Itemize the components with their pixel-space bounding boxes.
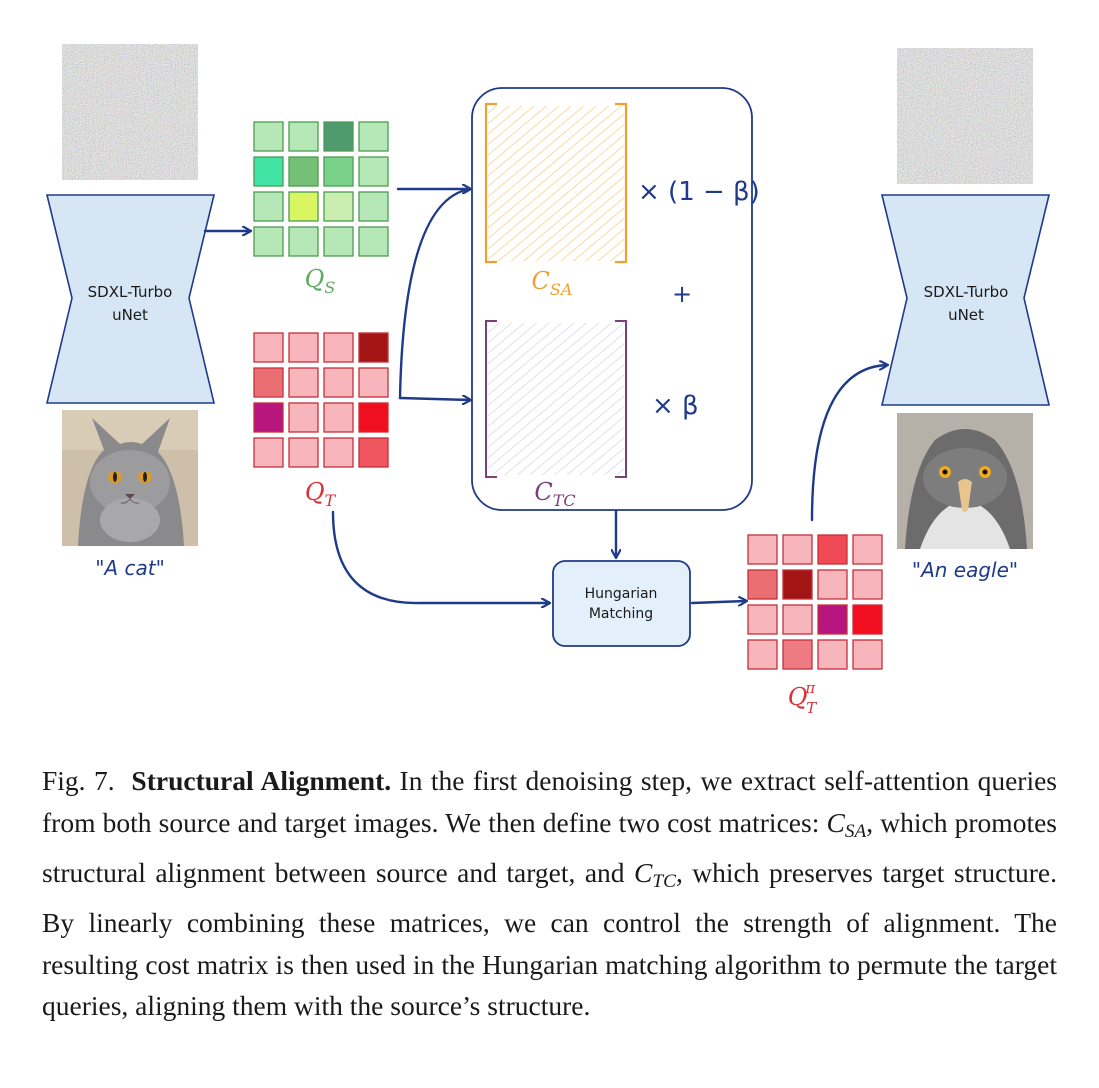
plus-sign: + <box>672 280 692 308</box>
grid-cell <box>852 639 883 670</box>
c-sa-matrix <box>484 102 628 264</box>
caption-part2: , which promotes structural alignment be… <box>42 806 1058 888</box>
grid-cell <box>817 604 848 635</box>
figure-caption: Fig. 7. Structural Alignment. In the fir… <box>42 760 1057 1027</box>
caption-part1: In the first denoising step, we extract … <box>42 765 1058 838</box>
grid-cell <box>288 156 319 187</box>
source-prompt: "A cat" <box>95 556 165 580</box>
grid-cell <box>288 226 319 257</box>
target-prompt: "An eagle" <box>912 558 1018 582</box>
grid-cell <box>288 402 319 433</box>
cat-image <box>62 410 198 546</box>
grid-cell <box>358 191 389 222</box>
grid-cell <box>747 569 778 600</box>
beta-multiplier: × β <box>652 391 699 421</box>
grid-cell <box>358 156 389 187</box>
grid-cell <box>323 226 354 257</box>
source-unet-block: SDXL-Turbo uNet <box>45 194 216 404</box>
target-unet-label-line2: uNet <box>948 306 984 324</box>
grid-cell <box>253 191 284 222</box>
grid-cell <box>852 604 883 635</box>
grid-cell <box>782 569 813 600</box>
grid-cell <box>358 226 389 257</box>
grid-cell <box>323 402 354 433</box>
hungarian-label-line2: Matching <box>589 606 653 622</box>
grid-cell <box>782 534 813 565</box>
grid-cell <box>747 534 778 565</box>
grid-cell <box>288 367 319 398</box>
arrow-qt-to-hungarian <box>331 510 549 603</box>
q-t-label: QT <box>305 478 337 510</box>
grid-cell <box>358 121 389 152</box>
source-unet-label-line2: uNet <box>112 306 148 324</box>
q-t-pi-grid <box>747 534 883 670</box>
hungarian-label-line1: Hungarian <box>585 586 658 602</box>
source-unet-label-line1: SDXL-Turbo <box>88 283 173 301</box>
grid-cell <box>782 604 813 635</box>
grid-cell <box>747 639 778 670</box>
grid-cell <box>253 156 284 187</box>
q-s-label: QS <box>305 265 336 297</box>
grid-cell <box>323 332 354 363</box>
arrow-qt-to-csa <box>398 187 472 400</box>
grid-cell <box>358 367 389 398</box>
cost-matrix-container <box>471 87 753 511</box>
target-unet-label-line1: SDXL-Turbo <box>924 283 1009 301</box>
q-t-grid <box>253 332 389 468</box>
grid-cell <box>253 437 284 468</box>
arrow-qt-to-ctc <box>398 398 470 400</box>
structural-alignment-figure: SDXL-Turbo uNet SDXL-Turbo uNet "A cat" … <box>45 44 1051 717</box>
grid-cell <box>253 402 284 433</box>
target-unet-block: SDXL-Turbo uNet <box>880 194 1051 406</box>
source-noise-image <box>62 44 198 180</box>
grid-cell <box>323 121 354 152</box>
grid-cell <box>852 534 883 565</box>
grid-cell <box>852 569 883 600</box>
caption-part3: , which preserves target structure. By l… <box>42 856 1058 1022</box>
grid-cell <box>253 367 284 398</box>
grid-cell <box>747 604 778 635</box>
grid-cell <box>253 121 284 152</box>
grid-cell <box>253 226 284 257</box>
grid-cell <box>288 332 319 363</box>
c-tc-matrix <box>485 320 627 478</box>
eagle-image <box>897 413 1033 549</box>
grid-cell <box>817 639 848 670</box>
grid-cell <box>288 437 319 468</box>
caption-fig-number: Fig. 7. <box>42 765 115 796</box>
target-noise-image <box>897 48 1033 184</box>
grid-cell <box>323 437 354 468</box>
one-minus-beta-multiplier: × (1 − β) <box>638 177 760 207</box>
grid-cell <box>288 121 319 152</box>
c-sa-label: CSA <box>532 267 573 299</box>
grid-cell <box>323 191 354 222</box>
c-tc-label: CTC <box>534 478 575 510</box>
grid-cell <box>817 569 848 600</box>
grid-cell <box>358 402 389 433</box>
grid-cell <box>323 156 354 187</box>
caption-c-sa: CSA <box>826 806 867 842</box>
grid-cell <box>288 191 319 222</box>
caption-c-tc: CTC <box>634 856 676 892</box>
q-t-pi-label: Qπ T <box>788 679 818 717</box>
grid-cell <box>253 332 284 363</box>
grid-cell <box>358 437 389 468</box>
grid-cell <box>817 534 848 565</box>
hungarian-matching-box: Hungarian Matching <box>552 560 691 647</box>
arrow-qtpi-to-unet <box>810 365 887 522</box>
arrow-hungarian-to-qtpi <box>690 601 746 603</box>
grid-cell <box>323 367 354 398</box>
grid-cell <box>358 332 389 363</box>
grid-cell <box>782 639 813 670</box>
q-s-grid <box>253 121 389 257</box>
caption-title: Structural Alignment. <box>131 765 392 796</box>
